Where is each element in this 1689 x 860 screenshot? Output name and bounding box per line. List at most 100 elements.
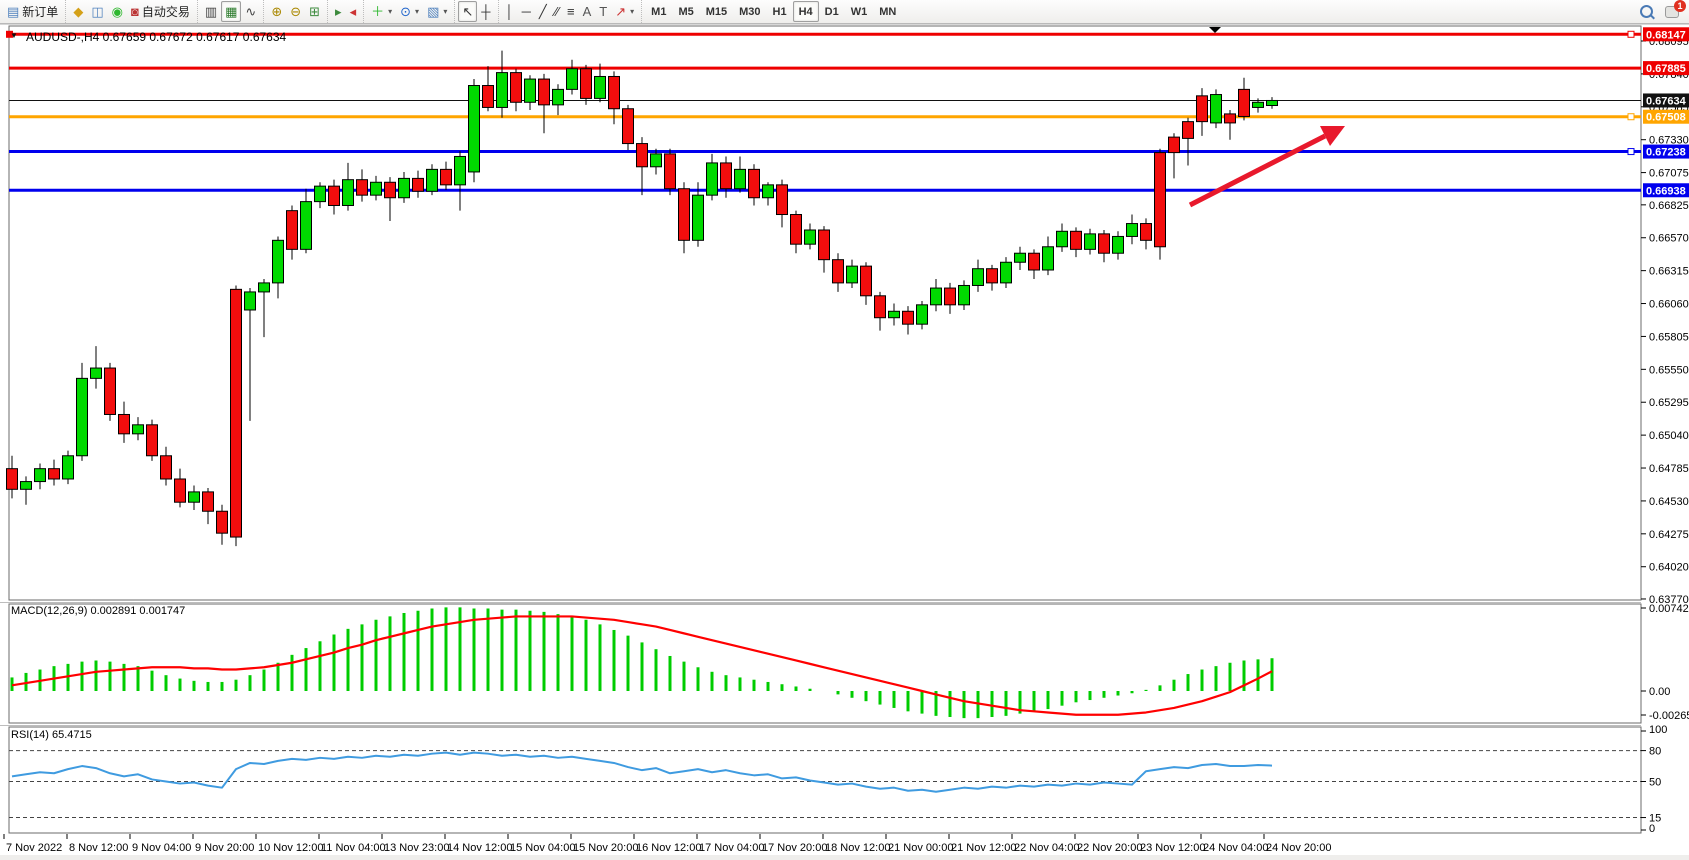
candle-body xyxy=(1126,223,1138,237)
candle-body xyxy=(608,75,620,110)
candles-layer xyxy=(6,50,1278,547)
timeframe-m15[interactable]: M15 xyxy=(705,5,728,18)
autotrading-button-label: 自动交易 xyxy=(141,5,190,19)
timeframe-m1[interactable]: M1 xyxy=(651,5,667,18)
new-chart-button[interactable]: ◫ xyxy=(87,1,107,22)
toolbar: ▤ 新订单 ◆ ◫ ◉ ◙ 自动交易 ▥ ▦ ∿ ⊕ ⊖ ⊞ ▸ ◂ ＋ ▾ ⊙ ▾ ▧ ▾ ↖ ┼ │ ─ ╱ ∕∕ ≡ A T ↗ ▾ M1… xyxy=(0,0,1689,24)
price-tick-label: 0.66825 xyxy=(1649,200,1689,212)
timeframe-group: M1 M5 M15 M30 H1 H4 D1 W1 MN xyxy=(641,0,905,23)
rsi-line xyxy=(11,751,1273,793)
indicators-icon: ＋ xyxy=(371,4,385,19)
periods-button[interactable]: ⊙ ▾ xyxy=(396,1,423,22)
candle-body xyxy=(482,85,494,108)
price-badge xyxy=(1643,93,1689,108)
candle-body xyxy=(370,181,382,196)
line-handle[interactable] xyxy=(1627,30,1635,38)
candle-body xyxy=(272,239,284,284)
trendline-button[interactable]: ╱ xyxy=(535,1,551,22)
price-badge-label: 0.66938 xyxy=(1646,185,1686,197)
timeframe-w1[interactable]: W1 xyxy=(850,5,868,18)
candle-body xyxy=(216,510,228,534)
bar-chart-button[interactable]: ▥ xyxy=(201,1,221,22)
chart-title: AUDUSD-,H4 0.67659 0.67672 0.67617 0.676… xyxy=(26,30,287,44)
candle-body xyxy=(1168,136,1180,154)
candle-body xyxy=(20,481,32,490)
indicators-button[interactable]: ＋ ▾ xyxy=(367,1,396,22)
search-button[interactable] xyxy=(1636,1,1657,22)
price-tick-label: 0.65550 xyxy=(1649,364,1689,376)
tile-windows-button[interactable]: ⊞ xyxy=(305,1,324,22)
chart-shift-button[interactable]: ◂ xyxy=(346,1,361,22)
candle-body xyxy=(104,367,116,415)
zoom-out-button[interactable]: ⊖ xyxy=(286,1,305,22)
candle-body xyxy=(160,455,172,480)
price-tick-label: 0.64530 xyxy=(1649,496,1689,508)
equidistant-channel-button[interactable]: ∕∕ xyxy=(551,1,563,22)
candle-body xyxy=(1014,252,1026,263)
templates-button[interactable]: ▧ ▾ xyxy=(423,1,451,22)
timeframe-m5[interactable]: M5 xyxy=(678,5,694,18)
trend-arrow[interactable] xyxy=(1188,133,1327,208)
signals-button[interactable]: ◉ xyxy=(108,1,127,22)
timeframe-m30[interactable]: M30 xyxy=(739,5,761,18)
main-pane-frame xyxy=(8,25,1642,601)
notifications-button[interactable]: 1 xyxy=(1661,0,1686,22)
candle-body xyxy=(328,185,340,206)
market-watch-button[interactable]: ◆ xyxy=(69,1,87,22)
crosshair-icon: ┼ xyxy=(481,4,491,19)
line-handle[interactable] xyxy=(1627,113,1635,121)
horizontal-line-button[interactable]: ─ xyxy=(518,1,535,22)
candle-body xyxy=(1224,113,1236,124)
price-tick-label: 0.66570 xyxy=(1649,233,1689,245)
candle-body xyxy=(734,168,746,190)
text-label-button[interactable]: T xyxy=(595,1,611,22)
toolbar-group: ↖ ┼ xyxy=(454,0,497,23)
trend-arrow-head[interactable] xyxy=(1320,126,1345,146)
new-order-button[interactable]: ▤ 新订单 xyxy=(3,1,62,22)
price-tick-label: 0.65040 xyxy=(1649,430,1689,442)
timeframe-h1[interactable]: H1 xyxy=(772,5,787,18)
crosshair-button[interactable]: ┼ xyxy=(477,1,494,22)
auto-scroll-button[interactable]: ▸ xyxy=(331,1,346,22)
time-tick-label: 9 Nov 20:00 xyxy=(195,842,254,854)
search-icon xyxy=(1640,5,1653,18)
candle-body xyxy=(594,75,606,99)
timeframe-d1[interactable]: D1 xyxy=(824,5,839,18)
candle-body xyxy=(1182,121,1194,139)
candle-body xyxy=(930,287,942,306)
candle-body xyxy=(902,310,914,325)
symbol-dropdown-icon[interactable]: ▼ xyxy=(10,31,18,40)
text-button[interactable]: A xyxy=(579,1,596,22)
candle-body xyxy=(790,214,802,245)
candle-body xyxy=(538,78,550,106)
fibonacci-button[interactable]: ≡ xyxy=(563,1,579,22)
vline-icon: │ xyxy=(505,4,514,19)
candle-body xyxy=(958,284,970,306)
zoom-in-icon: ⊕ xyxy=(271,4,283,19)
candle-body xyxy=(832,259,844,284)
candle-body xyxy=(1084,233,1096,250)
candle-body xyxy=(818,229,830,261)
autotrading-button[interactable]: ◙ 自动交易 xyxy=(127,1,194,22)
timeframe-mn[interactable]: MN xyxy=(879,5,897,18)
price-tick-label: 0.64785 xyxy=(1649,463,1689,475)
candle-body xyxy=(244,291,256,311)
zoom-in-button[interactable]: ⊕ xyxy=(267,1,286,22)
arrows-button[interactable]: ↗ ▾ xyxy=(611,1,638,22)
chart-shift-icon: ◂ xyxy=(349,4,357,19)
cursor-button[interactable]: ↖ xyxy=(458,1,478,22)
candle-body xyxy=(146,424,158,457)
timeframe-h4[interactable]: H4 xyxy=(792,1,819,22)
line-chart-button[interactable]: ∿ xyxy=(241,1,260,22)
auto-scroll-icon: ▸ xyxy=(335,4,342,19)
candlestick-button[interactable]: ▦ xyxy=(221,1,242,22)
candle-body xyxy=(580,68,592,99)
time-tick-label: 11 Nov 04:00 xyxy=(321,842,386,854)
macd-axis-label: 0.00 xyxy=(1649,686,1670,698)
toolbar-group: ＋ ▾ ⊙ ▾ ▧ ▾ xyxy=(363,0,454,23)
vertical-line-button[interactable]: │ xyxy=(502,1,518,22)
candle-body xyxy=(188,491,200,503)
price-tick-label: 0.65295 xyxy=(1649,397,1689,409)
line-handle[interactable] xyxy=(1627,148,1635,156)
